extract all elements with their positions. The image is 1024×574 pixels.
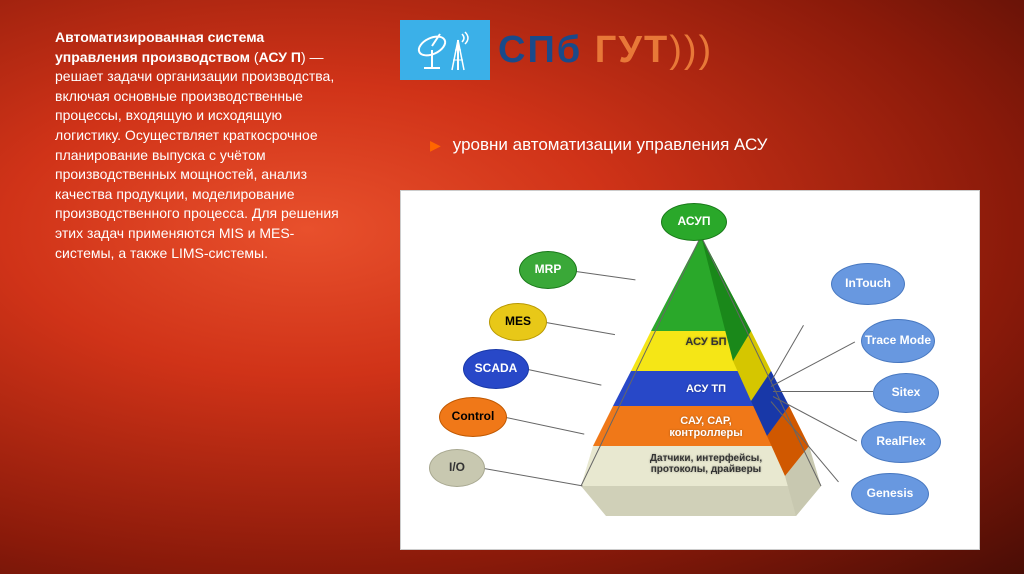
bubble-control: Control	[439, 397, 507, 437]
bubble-top: АСУП	[661, 203, 727, 241]
subtitle-text: уровни автоматизации управления АСУ	[453, 135, 768, 155]
bubble-sitex: Sitex	[873, 373, 939, 413]
pyr-label-3: САУ, САР, контроллеры	[646, 415, 766, 439]
bubble-scada: SCADA	[463, 349, 529, 389]
bubble-realflex: RealFlex	[861, 421, 941, 463]
bubble-intouch: InTouch	[831, 263, 905, 305]
line-sitex	[773, 391, 873, 392]
logo-block: СПб ГУТ)))	[400, 20, 713, 80]
pyr-label-2: АСУ ТП	[671, 383, 741, 395]
bold-term-2: АСУ П	[259, 49, 301, 65]
logo-text: СПб ГУТ)))	[498, 29, 713, 72]
bubble-io: I/O	[429, 449, 485, 487]
pyr-label-1: АСУ БП	[676, 336, 736, 348]
logo-waves: )))	[669, 29, 713, 71]
logo-spb: СПб	[498, 29, 582, 71]
bubble-genesis: Genesis	[851, 473, 929, 515]
bubble-mrp: MRP	[519, 251, 577, 289]
bold-term-1: Автоматизированная система управления пр…	[55, 29, 264, 65]
subtitle: ▶ уровни автоматизации управления АСУ	[430, 135, 767, 155]
left-text-block: Автоматизированная система управления пр…	[55, 28, 345, 263]
bubble-mes: MES	[489, 303, 547, 341]
logo-icon	[400, 20, 490, 80]
pyr-label-4: Датчики, интерфейсы, протоколы, драйверы	[626, 453, 786, 475]
subtitle-arrow-icon: ▶	[430, 137, 441, 154]
bubble-tracemode: Trace Mode	[861, 319, 935, 363]
pyramid-diagram: АСУ БП АСУ ТП САУ, САР, контроллеры Датч…	[400, 190, 980, 550]
line-io	[484, 468, 583, 486]
pyramid-svg	[571, 226, 831, 526]
body-text: ) — решает задачи организации производст…	[55, 49, 339, 261]
logo-gut: ГУТ	[595, 29, 669, 71]
